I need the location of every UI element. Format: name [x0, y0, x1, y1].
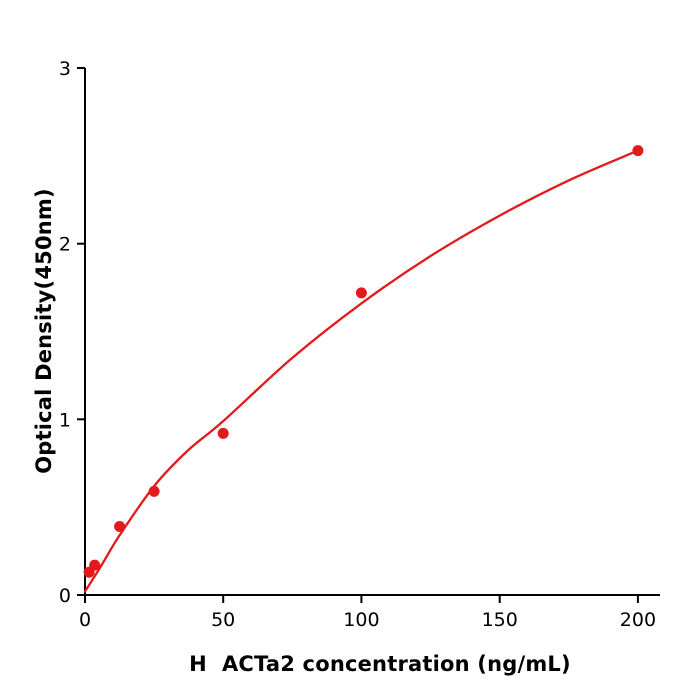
x-tick-label: 100 [343, 609, 379, 631]
x-tick-label: 150 [482, 609, 518, 631]
data-point [89, 559, 101, 571]
y-tick-label: 1 [59, 409, 71, 431]
y-tick-label: 3 [59, 58, 71, 80]
data-point [217, 427, 229, 439]
data-point [632, 145, 644, 157]
x-tick-label: 200 [620, 609, 656, 631]
x-tick-label: 0 [79, 609, 91, 631]
data-point [148, 485, 160, 497]
y-axis-label: Optical Density(450nm) [32, 188, 56, 474]
data-point [114, 521, 126, 532]
y-tick-label: 0 [59, 585, 71, 607]
x-tick-label: 50 [211, 609, 235, 631]
fit-curve [83, 149, 640, 593]
data-point [355, 287, 367, 299]
x-axis-label: H ACTa2 concentration (ng/mL) [189, 652, 571, 676]
y-tick-label: 2 [59, 234, 71, 256]
